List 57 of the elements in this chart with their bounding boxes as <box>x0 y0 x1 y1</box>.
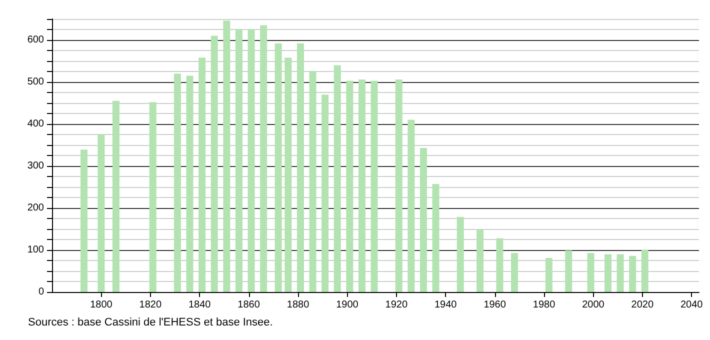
x-tick-label: 1920 <box>385 300 408 310</box>
bar <box>565 250 572 292</box>
bar <box>496 238 504 292</box>
x-tick-label: 1860 <box>238 300 260 310</box>
bar <box>235 29 242 292</box>
bar <box>223 20 230 292</box>
y-tick-label: 600 <box>27 34 44 46</box>
bar <box>510 252 518 292</box>
bar <box>616 254 624 292</box>
x-tick-label: 2000 <box>582 300 605 310</box>
bar <box>587 252 594 292</box>
x-tick-label: 2020 <box>631 300 654 310</box>
x-tick-label: 1980 <box>532 300 556 310</box>
x-tick-label: 1900 <box>336 300 359 310</box>
bar <box>334 65 341 292</box>
bar <box>274 43 282 292</box>
source-note: Sources : base Cassini de l'EHESS et base Insee. <box>28 316 273 328</box>
bar <box>370 80 378 292</box>
bar <box>322 94 329 292</box>
y-tick-label: 500 <box>27 76 44 88</box>
y-tick-label: 300 <box>27 160 44 172</box>
bar <box>112 100 120 292</box>
bar <box>420 148 427 292</box>
bar <box>149 102 156 292</box>
y-tick-label: 400 <box>27 118 44 130</box>
y-tick-label: 100 <box>27 244 44 256</box>
bar <box>604 254 612 292</box>
y-tick-label: 200 <box>27 202 44 214</box>
x-tick-label: 1940 <box>434 300 458 310</box>
bar <box>284 58 292 292</box>
bar <box>641 250 648 292</box>
bar <box>80 150 88 292</box>
bar <box>395 79 402 292</box>
bar <box>432 184 440 292</box>
x-tick-label: 1840 <box>188 300 212 310</box>
bar <box>248 29 255 292</box>
bar <box>186 76 194 292</box>
x-tick-label: 1820 <box>139 300 162 310</box>
bar <box>296 43 304 292</box>
x-tick-label: 1800 <box>90 300 113 310</box>
y-tick-label: 0 <box>38 286 44 298</box>
bar <box>456 216 464 292</box>
bar <box>198 58 206 292</box>
bar <box>174 74 181 292</box>
bar <box>545 258 552 292</box>
x-tick-label: 1960 <box>484 300 506 310</box>
bar <box>98 134 105 292</box>
x-tick-label: 1880 <box>286 300 310 310</box>
bar <box>476 230 484 292</box>
bar <box>408 120 415 292</box>
bar <box>210 36 218 292</box>
x-tick-label: 2040 <box>680 300 704 310</box>
bar <box>358 79 366 292</box>
bar <box>260 25 268 292</box>
bar <box>346 80 354 292</box>
bar <box>309 71 316 292</box>
bar <box>629 256 636 292</box>
